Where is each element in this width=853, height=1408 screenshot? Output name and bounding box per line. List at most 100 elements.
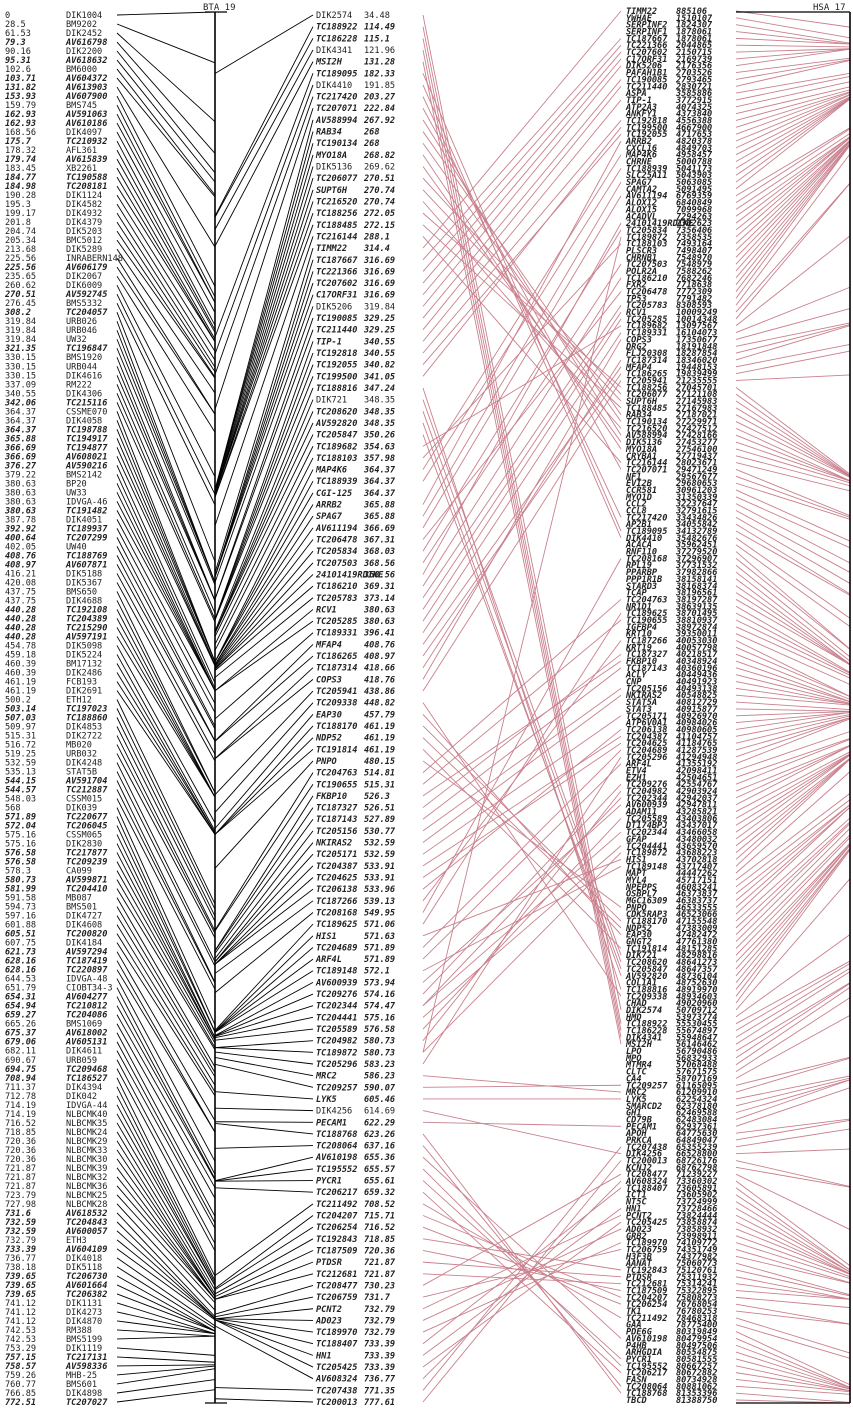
bta19-gene-connector bbox=[214, 923, 314, 1031]
hsa17-gene-connector bbox=[735, 136, 851, 217]
hsa17-gene-position: 80734928 bbox=[676, 1375, 717, 1385]
hsa17-gene-name: PTDSR bbox=[626, 1273, 652, 1283]
bta19-gene-position: 730.23 bbox=[364, 1281, 395, 1291]
bta19-marker-position: 576.58 bbox=[5, 849, 36, 859]
bta19-gene-name: SPAG7 bbox=[316, 512, 343, 522]
bta19-marker-position: 544.57 bbox=[5, 786, 37, 796]
hsa17-gene-connector bbox=[735, 1187, 851, 1271]
bta19-gene-position: 733.39 bbox=[364, 1340, 395, 1350]
hsa17-gene-name: CCL2 bbox=[626, 500, 647, 510]
hsa17-gene-position: 7358535 bbox=[676, 233, 712, 243]
ortholog-link-line bbox=[422, 85, 622, 330]
bta19-marker-name: AV618532 bbox=[65, 1209, 107, 1219]
hsa17-gene-position: 7302623 bbox=[676, 219, 712, 229]
bta19-gene-name: PTDSR bbox=[316, 1258, 342, 1268]
hsa17-gene-name: PCNT2 bbox=[626, 1211, 652, 1221]
hsa17-gene-name: ICT1 bbox=[626, 1191, 647, 1201]
bta19-marker-name: DIK2691 bbox=[66, 686, 102, 696]
bta19-gene-connector bbox=[214, 1398, 314, 1403]
hsa17-gene-position: 78775400 bbox=[676, 1321, 717, 1331]
bta19-marker-name: URB026 bbox=[66, 317, 97, 327]
bta19-gene-connector bbox=[214, 119, 314, 490]
bta19-marker-position: 571.89 bbox=[5, 813, 36, 823]
hsa17-gene-name: FXR2 bbox=[626, 281, 647, 291]
hsa17-gene-position: 27145983 bbox=[675, 397, 717, 407]
bta19-gene-connector bbox=[214, 795, 314, 951]
hsa17-gene-name: GAA bbox=[626, 1321, 642, 1331]
bta19-marker-name: TC194877 bbox=[66, 443, 108, 453]
bta19-marker-name: TC187419 bbox=[66, 957, 107, 967]
hsa17-gene-position: 56790486 bbox=[676, 1047, 717, 1057]
hsa17-gene-name: ADAM11 bbox=[625, 808, 657, 818]
bta19-gene-name: TC195552 bbox=[316, 1165, 357, 1175]
bta19-gene-position: 480.15 bbox=[364, 757, 395, 767]
hsa17-gene-connector bbox=[735, 139, 851, 251]
bta19-marker-name: DIK4051 bbox=[66, 515, 102, 525]
bta19-chromosome-label: BTA 19 bbox=[203, 3, 236, 13]
hsa17-gene-connector bbox=[735, 558, 851, 650]
ortholog-link-line bbox=[422, 1160, 622, 1403]
bta19-marker-connector bbox=[116, 708, 216, 910]
bta19-gene-name: COPS3 bbox=[316, 675, 342, 685]
hsa17-gene-name: SPAG7 bbox=[626, 178, 653, 188]
hsa17-gene-name: TC208168 bbox=[626, 554, 667, 564]
hsa17-gene-name: TC206217 bbox=[626, 1369, 668, 1379]
hsa17-gene-connector bbox=[735, 98, 851, 190]
bta19-gene-connector bbox=[214, 1261, 314, 1300]
hsa17-gene-name: KCNJ2 bbox=[625, 1163, 652, 1173]
hsa17-gene-name: EZH1 bbox=[626, 773, 647, 783]
hsa17-gene-name: TC221366 bbox=[626, 41, 667, 51]
bta19-marker-position: 742.53 bbox=[5, 1326, 36, 1336]
bta19-marker-name: DIK2722 bbox=[66, 732, 102, 742]
hsa17-gene-name: ATP6V0A1 bbox=[625, 719, 667, 729]
bta19-marker-position: 461.19 bbox=[5, 686, 36, 696]
bta19-gene-position: 514.81 bbox=[364, 769, 395, 779]
bta19-gene-name: TC204387 bbox=[316, 862, 358, 872]
hsa17-gene-position: 48919970 bbox=[676, 985, 717, 995]
hsa17-gene-name: TC207438 bbox=[626, 1143, 667, 1153]
bta19-marker-position: 651.79 bbox=[5, 984, 36, 994]
bta19-gene-name: DIK5206 bbox=[316, 302, 352, 312]
hsa17-gene-connector bbox=[735, 738, 851, 785]
bta19-gene-connector bbox=[214, 667, 314, 759]
bta19-gene-name: HIS1 bbox=[315, 932, 337, 942]
ortholog-link-line bbox=[422, 38, 622, 261]
bta19-marker-connector bbox=[116, 1167, 216, 1300]
hsa17-gene-position: 47155548 bbox=[676, 917, 717, 927]
bta19-gene-position: 533.91 bbox=[364, 862, 395, 872]
bta19-gene-name: TC206254 bbox=[316, 1223, 357, 1233]
hsa17-gene-name: NKIRAS2 bbox=[625, 691, 662, 701]
bta19-gene-position: 532.59 bbox=[364, 850, 395, 860]
bta19-marker-name: DIK2486 bbox=[66, 668, 102, 678]
bta19-marker-name: BMS5332 bbox=[66, 299, 102, 309]
bta19-marker-connector bbox=[116, 68, 216, 196]
bta19-gene-connector bbox=[214, 679, 314, 760]
bta19-gene-name: TC217420 bbox=[316, 93, 357, 103]
hsa17-gene-connector bbox=[735, 1056, 851, 1086]
hsa17-gene-name: DRG2 bbox=[625, 342, 647, 352]
bta19-marker-position: 742.53 bbox=[5, 1335, 36, 1345]
hsa17-gene-position: 61165095 bbox=[676, 1081, 717, 1091]
bta19-gene-connector bbox=[214, 481, 314, 663]
bta19-marker-connector bbox=[116, 357, 216, 601]
bta19-gene-name: TC188170 bbox=[316, 722, 357, 732]
bta19-marker-position: 578.3 bbox=[5, 867, 31, 877]
bta19-gene-position: 329.25 bbox=[363, 314, 395, 324]
hsa17-gene-name: TC204441 bbox=[626, 842, 667, 852]
ortholog-link-line bbox=[422, 1110, 622, 1155]
hsa17-gene-connector bbox=[735, 758, 851, 853]
bta19-marker-position: 366.69 bbox=[4, 452, 36, 462]
bta19-gene-position: 348.35 bbox=[363, 407, 395, 417]
bta19-gene-name: DIK2574 bbox=[316, 11, 352, 21]
hsa17-gene-name: TC188939 bbox=[626, 164, 667, 174]
bta19-marker-connector bbox=[116, 933, 216, 1093]
bta19-marker-connector bbox=[116, 1379, 216, 1394]
bta19-marker-name: UW33 bbox=[66, 488, 87, 498]
bta19-marker-connector bbox=[116, 1248, 216, 1321]
bta19-marker-name: CSSM065 bbox=[66, 831, 102, 841]
hsa17-gene-position: 7548970 bbox=[676, 253, 712, 263]
bta19-marker-connector bbox=[116, 492, 216, 691]
bta19-marker-position: 594.73 bbox=[5, 903, 36, 913]
bta19-marker-connector bbox=[116, 1311, 216, 1335]
bta19-marker-name: TC192108 bbox=[66, 605, 107, 615]
